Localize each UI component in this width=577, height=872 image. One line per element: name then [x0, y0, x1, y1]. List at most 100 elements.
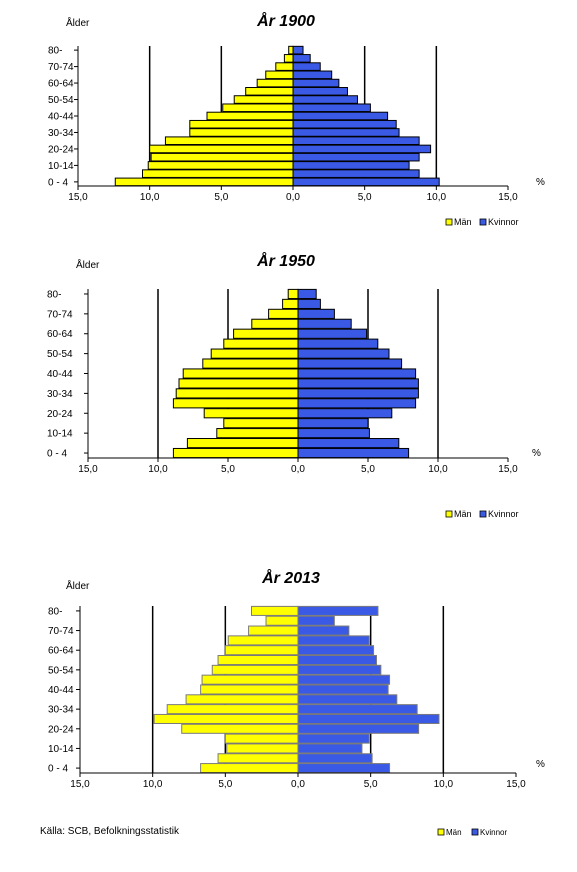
x-unit-label: %	[536, 177, 545, 188]
y-tick-label: 30-34	[47, 389, 73, 400]
bar-women	[297, 684, 389, 695]
bar-men	[265, 70, 294, 80]
bar-women	[297, 438, 400, 449]
y-tick-label: 20-24	[47, 409, 73, 420]
bar-women	[297, 615, 335, 626]
chart-år-2013: År 2013 Ålder 15,0 10,0 5,0 0,0 5,0 10,0 15,0% 0 …	[48, 568, 545, 837]
bar-women	[297, 753, 373, 764]
bar-women	[292, 111, 389, 121]
bar-men	[256, 78, 294, 88]
bar-men	[150, 152, 294, 162]
y-tick-label: 80-	[47, 289, 61, 300]
bar-women	[297, 674, 391, 685]
bar-women	[297, 358, 403, 369]
legend-swatch-men	[437, 828, 445, 836]
bar-men	[251, 318, 299, 329]
y-tick-label: 40-44	[48, 685, 74, 696]
bar-women	[297, 743, 363, 754]
bar-men	[233, 95, 294, 104]
bar-women	[297, 655, 377, 666]
bar-men	[178, 378, 299, 389]
bar-men	[223, 418, 299, 429]
bar-women	[292, 169, 420, 178]
bar-women	[297, 378, 419, 389]
bar-men	[189, 128, 294, 137]
bar-men	[245, 87, 294, 96]
y-tick-label: 30-34	[48, 705, 74, 716]
bar-men	[216, 428, 299, 439]
bar-women	[292, 119, 397, 129]
legend-label-women: Kvinnor	[488, 509, 519, 519]
bar-women	[297, 348, 390, 359]
legend-label-women: Kvinnor	[480, 828, 507, 837]
y-tick-label: 50-54	[47, 349, 73, 360]
bar-women	[292, 128, 400, 137]
bar-men	[223, 338, 299, 349]
x-tick-label: 10,0	[148, 464, 168, 475]
bar-men	[202, 358, 299, 369]
bar-men	[217, 655, 299, 666]
x-tick-label: 5,0	[358, 192, 372, 203]
bar-women	[292, 62, 321, 71]
bar-men	[147, 161, 294, 170]
x-tick-label: 5,0	[214, 192, 228, 203]
bar-women	[297, 408, 393, 419]
bar-women	[297, 308, 335, 319]
bar-men	[203, 408, 299, 419]
bar-women	[292, 95, 358, 104]
chart-år-1950: År 1950 Ålder 15,0 10,0 5,0 0,0 5,0 10,0 15,0% 0 …	[47, 251, 541, 519]
bar-women	[297, 733, 370, 744]
bar-men	[182, 368, 299, 379]
bar-women	[297, 694, 398, 705]
y-axis-label: Ålder	[66, 16, 90, 29]
y-tick-label: 70-74	[48, 62, 74, 73]
bar-men	[222, 103, 294, 113]
legend-swatch-men	[445, 218, 453, 226]
bar-men	[189, 119, 294, 129]
y-tick-label: 10-14	[47, 429, 73, 440]
bar-women	[297, 328, 368, 339]
bar-women	[297, 645, 375, 656]
legend-label-men: Män	[454, 509, 472, 519]
bar-women	[297, 368, 417, 379]
bar-women	[297, 298, 321, 309]
bar-women	[297, 447, 410, 459]
legend: Män Kvinnor	[437, 828, 507, 837]
bar-women	[297, 664, 382, 675]
bar-men	[185, 694, 299, 705]
bar-women	[292, 103, 371, 113]
bar-men	[287, 288, 299, 300]
bar-men	[211, 664, 299, 675]
bar-women	[292, 144, 432, 154]
chart-title: År 1900	[256, 11, 315, 30]
x-tick-label: 15,0	[506, 779, 526, 790]
bar-men	[166, 704, 299, 715]
bar-women	[297, 605, 379, 616]
bar-women	[292, 78, 340, 88]
y-tick-label: 40-44	[48, 112, 74, 123]
legend-label-women: Kvinnor	[488, 217, 519, 227]
legend-swatch-women	[479, 510, 487, 518]
bar-women	[292, 87, 348, 96]
bar-men	[268, 308, 299, 319]
bar-men	[283, 54, 294, 63]
bar-men	[224, 645, 299, 656]
y-tick-label: 40-44	[47, 369, 73, 380]
bar-men	[200, 684, 299, 695]
y-axis-label: Ålder	[66, 579, 90, 592]
bar-men	[201, 674, 299, 685]
x-unit-label: %	[536, 759, 545, 770]
bar-women	[297, 288, 317, 300]
x-tick-label: 0,0	[291, 779, 305, 790]
bar-men	[181, 723, 299, 734]
bar-men	[226, 743, 299, 754]
y-tick-label: 0 - 4	[48, 764, 68, 775]
bar-women	[297, 635, 370, 646]
x-tick-label: 5,0	[364, 779, 378, 790]
bar-men	[175, 388, 299, 399]
x-tick-label: 10,0	[140, 192, 160, 203]
bar-men	[206, 111, 294, 121]
legend-label-men: Män	[454, 217, 472, 227]
bar-men	[114, 177, 294, 187]
y-tick-label: 60-64	[47, 329, 73, 340]
